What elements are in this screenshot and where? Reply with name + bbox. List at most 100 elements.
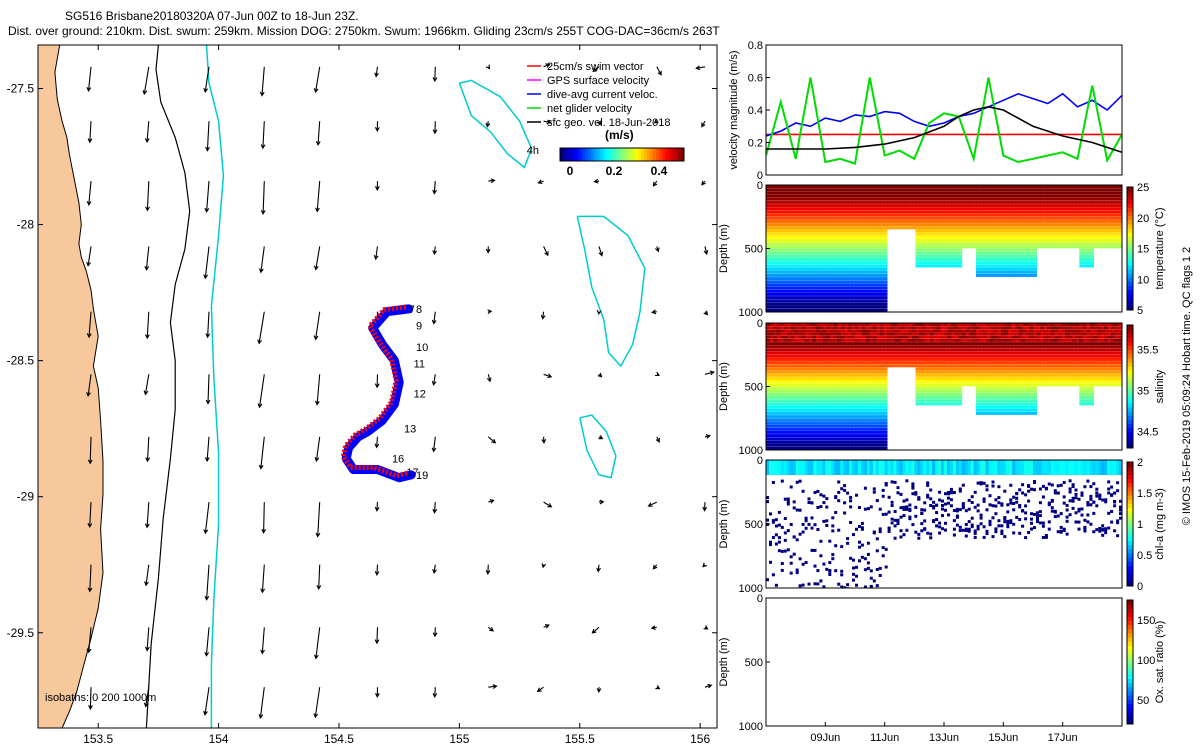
current-arrow <box>652 564 658 570</box>
current-arrow <box>260 627 265 655</box>
section-data-point <box>958 242 963 246</box>
section-data-point <box>766 424 770 428</box>
section-data-point <box>862 367 867 371</box>
section-data-point <box>1029 197 1034 201</box>
section-data-point <box>766 219 770 223</box>
section-data-point <box>787 197 792 201</box>
section-data-point <box>766 399 770 403</box>
section-data-point <box>869 408 874 412</box>
section-data-point <box>794 258 799 261</box>
section-data-point <box>819 335 824 339</box>
section-data-point <box>833 332 838 336</box>
section-data-point <box>840 411 845 415</box>
current-arrow <box>701 180 706 186</box>
section-data-point <box>823 411 827 415</box>
section-data-point <box>798 377 802 380</box>
section-data-point <box>776 232 781 236</box>
section-data-point <box>865 437 870 441</box>
section-data-point <box>872 364 877 368</box>
section-data-point <box>823 245 827 249</box>
dive-number-label: 13 <box>404 424 416 436</box>
section-data-point <box>1033 248 1037 252</box>
section-data-point <box>1047 191 1052 195</box>
section-data-point <box>1015 226 1020 230</box>
section-data-point <box>783 210 788 214</box>
section-data-point <box>826 213 831 217</box>
section-data-point <box>1082 219 1087 223</box>
section-data-point <box>855 308 859 312</box>
section-data-point <box>933 261 938 265</box>
section-data-point <box>926 194 931 198</box>
section-data-point <box>993 239 998 242</box>
section-data-point <box>840 323 845 326</box>
section-data-point <box>1018 219 1023 223</box>
section-data-point <box>837 396 842 399</box>
section-data-point <box>919 239 924 242</box>
section-data-point <box>1029 258 1034 261</box>
section-data-point <box>808 185 813 188</box>
section-data-point <box>1001 254 1005 258</box>
section-data-point <box>780 299 785 303</box>
section-data-point <box>1082 200 1087 204</box>
section-data-point <box>1090 207 1094 211</box>
section-data-point <box>1079 191 1084 195</box>
section-data-point <box>961 207 966 211</box>
section-data-point <box>823 277 827 281</box>
section-data-point <box>837 210 842 214</box>
section-data-point <box>976 235 980 239</box>
current-arrow <box>543 63 551 68</box>
section-data-point <box>826 357 831 361</box>
section-data-point <box>1075 245 1080 249</box>
section-data-point <box>879 185 884 188</box>
section-data-point <box>876 405 881 409</box>
section-data-point <box>933 370 938 374</box>
section-data-point <box>936 361 941 365</box>
section-data-point <box>790 210 795 214</box>
section-data-point <box>840 261 845 265</box>
section-data-point <box>965 239 970 242</box>
section-data-point <box>954 389 959 393</box>
section-data-point <box>815 267 820 271</box>
section-data-point <box>1122 195 1126 198</box>
section-data-point <box>858 302 863 306</box>
x-tick-label: 155 <box>449 732 469 746</box>
section-data-point <box>808 239 813 242</box>
section-data-point <box>844 299 849 303</box>
section-data-point <box>844 210 849 214</box>
section-data-point <box>1018 200 1023 204</box>
section-data-point <box>787 229 792 233</box>
section-data-point <box>812 185 817 188</box>
section-data-point <box>823 323 827 326</box>
section-data-point <box>855 296 859 300</box>
section-data-point <box>1033 251 1037 255</box>
section-data-point <box>993 207 998 211</box>
section-data-point <box>919 261 924 265</box>
section-data-point <box>805 245 810 249</box>
section-data-point <box>1025 185 1030 188</box>
section-data-point <box>908 357 913 361</box>
section-data-point <box>1057 207 1062 211</box>
section-data-point <box>780 377 785 380</box>
section-data-point <box>801 273 806 277</box>
section-data-point <box>794 386 799 390</box>
colorbar-segment <box>575 148 580 161</box>
section-data-point <box>1107 200 1112 204</box>
section-data-point <box>837 351 842 355</box>
section-data-point <box>904 197 909 201</box>
section-data-point <box>812 254 817 258</box>
section-data-point <box>986 191 991 195</box>
section-data-point <box>808 308 813 312</box>
section-data-point <box>926 361 931 365</box>
section-data-point <box>993 200 998 204</box>
section-data-point <box>915 200 920 204</box>
section-data-point <box>944 213 948 217</box>
section-data-point <box>883 386 888 390</box>
section-data-point <box>851 364 856 368</box>
section-data-point <box>904 361 909 365</box>
section-data-point <box>1025 242 1030 246</box>
section-data-point <box>1043 232 1048 236</box>
section-data-point <box>787 289 792 293</box>
section-data-point <box>979 248 984 252</box>
x-tick-label: 153.5 <box>83 732 113 746</box>
section-data-point <box>812 335 817 339</box>
